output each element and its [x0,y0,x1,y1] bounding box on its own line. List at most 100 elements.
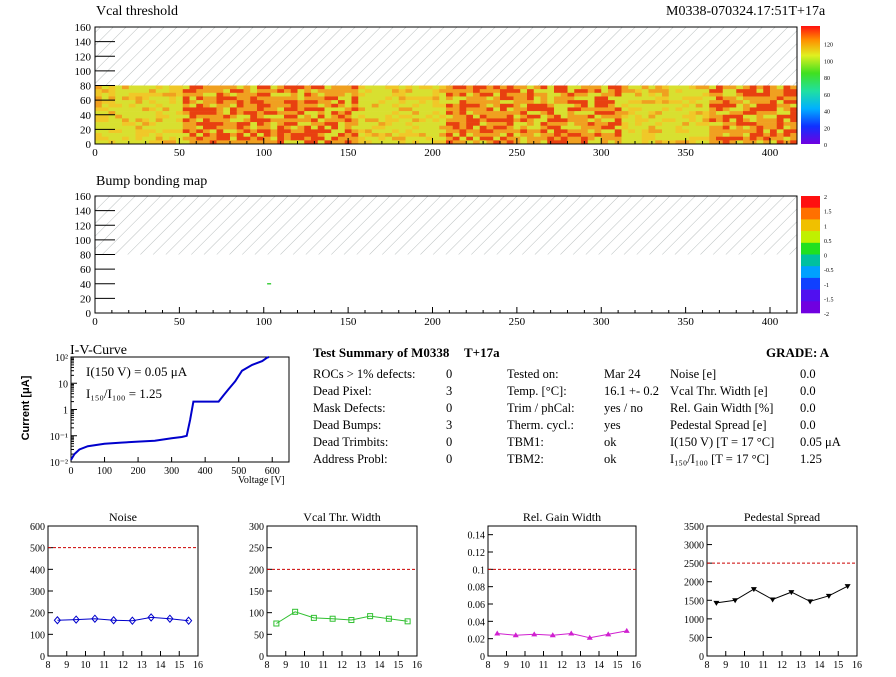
col1-label-0: ROCs > 1% defects: [313,367,416,381]
col2-label-2: Trim / phCal: [507,401,575,415]
x-tick-label: 200 [424,147,441,159]
heatmap-cell [641,96,649,101]
heatmap-cell [533,103,541,108]
heatmap-cell [223,100,231,105]
trend-x-tick-label: 8 [46,660,51,671]
heatmap-cell [243,107,251,112]
heatmap-cell [540,114,548,119]
heatmap-cell [466,125,474,130]
heatmap-cell [682,100,690,105]
heatmap-cell [689,103,697,108]
heatmap-cell [648,133,656,137]
heatmap-cell [243,111,251,116]
heatmap-cell [250,140,258,145]
col3-label-4: I(150 V) [T = 17 °C] [670,435,775,449]
heatmap-cell [189,89,197,94]
heatmap-cell [162,125,170,130]
heatmap-cell [621,96,629,101]
heatmap-cell [365,125,373,130]
heatmap-cell [621,125,629,130]
heatmap-cell [189,118,197,123]
heatmap-cell [196,89,204,94]
heatmap-cell [223,96,231,101]
heatmap-cell [412,85,420,90]
heatmap-cell [790,136,798,141]
y-tick-label: 40 [80,279,92,291]
heatmap-cell [486,136,494,141]
heatmap-cell [216,111,224,116]
heatmap-cell [520,140,528,145]
heatmap-cell [513,122,521,127]
heatmap-cell [182,133,190,137]
heatmap-cell [392,89,400,94]
heatmap-cell [783,125,791,130]
heatmap-cell [344,85,352,90]
heatmap-cell [560,122,568,127]
heatmap-cell [641,111,649,116]
heatmap-cell [257,114,265,119]
heatmap-cell [628,118,636,123]
heatmap-cell [162,129,170,134]
heatmap-cell [182,140,190,145]
heatmap-cell [459,125,467,130]
heatmap-cell [500,118,508,123]
heatmap-cell [628,103,636,108]
heatmap-cell [554,122,562,127]
heatmap-cell [317,140,325,145]
heatmap-cell [540,89,548,94]
heatmap-cell [128,114,136,119]
y-tick-label: 120 [75,220,92,232]
heatmap-cell [527,125,535,130]
heatmap-cell [338,133,346,137]
heatmap-cell [506,122,514,127]
heatmap-cell [601,125,609,130]
heatmap-cell [675,92,683,97]
trend-x-tick-label: 16 [193,660,203,671]
heatmap-cell [243,122,251,127]
heatmap-cell [770,85,778,90]
heatmap-cell [547,103,555,108]
trend-x-tick-label: 11 [539,660,549,671]
heatmap-cell [392,107,400,112]
heatmap-cell [270,96,278,101]
heatmap-cell [695,92,703,97]
heatmap-cell [176,100,184,105]
trend-point [367,613,374,620]
heatmap-cell [783,111,791,116]
heatmap-cell [554,103,562,108]
heatmap-cell [230,133,238,137]
heatmap-cell [331,133,339,137]
heatmap-cell [655,92,663,97]
heatmap-cell [297,114,305,119]
heatmap-cell [621,89,629,94]
heatmap-cell [358,89,366,94]
heatmap-cell [243,96,251,101]
heatmap-cell [304,100,312,105]
heatmap-cell [533,133,541,137]
heatmap-cell [223,140,231,145]
heatmap-cell [169,111,177,116]
heatmap-cell [142,114,150,119]
heatmap-cell [189,136,197,141]
heatmap-cell [662,85,670,90]
heatmap-cell [587,103,595,108]
heatmap-cell [547,92,555,97]
heatmap-cell [115,107,123,112]
heatmap-cell [635,140,643,145]
heatmap-cell [594,92,602,97]
heatmap-cell [520,129,528,134]
heatmap-cell [473,96,481,101]
heatmap-cell [371,125,379,130]
heatmap-cell [702,100,710,105]
heatmap-cell [567,133,575,137]
heatmap-cell [594,133,602,137]
trend-y-tick-label: 1000 [684,615,704,626]
heatmap-cell [635,111,643,116]
heatmap-cell [662,125,670,130]
heatmap-cell [540,129,548,134]
heatmap-cell [324,107,332,112]
heatmap-cell [95,129,103,134]
heatmap-cell [689,92,697,97]
heatmap-cell [513,118,521,123]
heatmap-cell [425,89,433,94]
